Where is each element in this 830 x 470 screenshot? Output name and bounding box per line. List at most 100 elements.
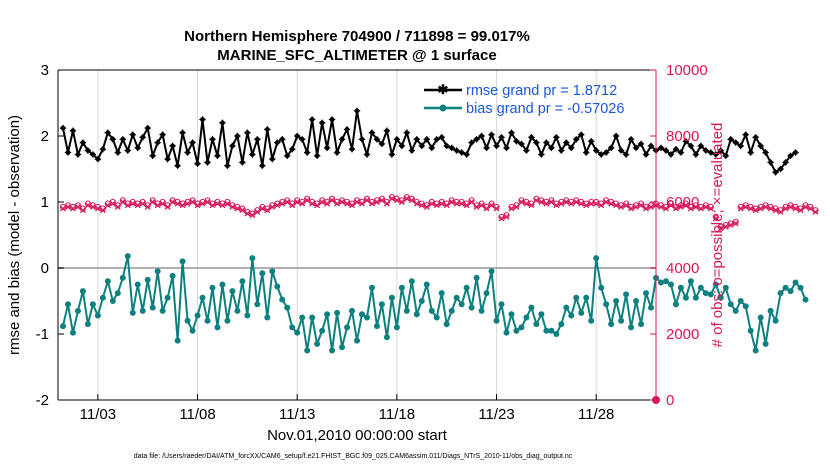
obs-evaluated-stroke: [299, 200, 306, 207]
rmse-point: [393, 136, 401, 143]
obs-evaluated-point: [692, 203, 699, 210]
obs-evaluated-stroke: [319, 199, 326, 205]
obs-possible-point: [239, 205, 246, 212]
obs-evaluated-stroke: [448, 199, 455, 205]
obs-evaluated-stroke: [269, 203, 276, 210]
obs-possible-point: [159, 198, 166, 206]
obs-evaluated-point: [777, 208, 784, 215]
rmse-point: [602, 149, 610, 156]
y-axis-label-right: # of obs: o=possible; ×=evaluated: [709, 123, 726, 348]
obs-possible-point: [548, 197, 555, 204]
bias-point: [762, 340, 769, 347]
bias-point: [463, 284, 470, 291]
bias-point: [682, 294, 689, 301]
obs-possible-point: [468, 197, 475, 204]
rmse-point: [428, 144, 435, 152]
obs-possible-point: [682, 200, 690, 207]
obs-evaluated-point: [234, 205, 241, 212]
rmse-point: [249, 151, 256, 158]
obs-evaluated-stroke: [677, 203, 684, 210]
obs-evaluated-stroke: [194, 202, 201, 209]
obs-possible-point: [528, 200, 535, 207]
obs-evaluated-stroke: [119, 199, 126, 205]
bias-point: [294, 329, 301, 336]
obs-evaluated-stroke: [349, 202, 355, 209]
obs-evaluated-point: [279, 200, 286, 207]
bias-point: [209, 284, 216, 291]
y-tick-label-left: 1: [41, 194, 49, 211]
obs-evaluated-stroke: [792, 205, 799, 212]
bias-point: [398, 284, 405, 291]
obs-evaluated-stroke: [428, 200, 435, 207]
obs-possible-point: [503, 212, 510, 219]
obs-evaluated-stroke: [623, 202, 630, 209]
rmse-point: [732, 139, 739, 146]
rmse-point: [637, 140, 645, 148]
obs-evaluated-stroke: [583, 202, 590, 209]
obs-evaluated-point: [797, 207, 804, 214]
bias-point: [553, 331, 560, 337]
obs-evaluated-point: [354, 199, 360, 205]
obs-evaluated-point: [812, 208, 819, 215]
bias-point: [638, 321, 645, 328]
rmse-point: [383, 127, 391, 134]
bias-point: [717, 294, 724, 301]
rmse-point: [219, 119, 226, 126]
obs-evaluated-point: [488, 202, 495, 209]
obs-evaluated-stroke: [69, 205, 76, 212]
obs-possible-point: [74, 202, 82, 209]
obs-evaluated-stroke: [682, 202, 689, 209]
obs-evaluated-point: [254, 208, 261, 215]
bias-point: [453, 294, 460, 301]
obs-evaluated-stroke: [767, 205, 774, 212]
y-tick-label-left: 3: [41, 62, 49, 79]
obs-evaluated-point: [144, 203, 151, 210]
obs-evaluated-point: [69, 205, 76, 212]
rmse-point: [523, 147, 530, 154]
obs-evaluated-stroke: [324, 200, 331, 207]
obs-evaluated-point: [359, 200, 365, 207]
obs-evaluated-point: [638, 202, 645, 209]
bias-point: [403, 307, 410, 314]
bias-point: [523, 314, 530, 321]
obs-evaluated-point: [463, 202, 470, 209]
obs-evaluated-stroke: [742, 203, 749, 210]
obs-evaluated-stroke: [74, 203, 81, 210]
obs-evaluated-point: [199, 200, 206, 207]
obs-evaluated-stroke: [304, 197, 311, 204]
bias-point: [618, 317, 625, 324]
obs-possible-point: [807, 203, 814, 211]
bias-point: [613, 298, 620, 304]
bias-point: [154, 268, 161, 275]
obs-evaluated-stroke: [423, 203, 430, 210]
bias-point: [443, 321, 450, 328]
rmse-point: [488, 131, 495, 138]
rmse-point: [662, 147, 670, 154]
obs-evaluated-stroke: [234, 205, 241, 212]
bias-point: [792, 279, 799, 286]
obs-evaluated-point: [388, 195, 395, 202]
rmse-point: [568, 144, 575, 152]
rmse-point: [239, 159, 246, 166]
obs-evaluated-point: [264, 207, 271, 214]
obs-evaluated-point: [613, 202, 620, 209]
obs-possible-point: [189, 197, 196, 204]
bias-point: [94, 312, 101, 319]
obs-evaluated-point: [209, 202, 216, 209]
obs-evaluated-stroke: [413, 200, 420, 207]
obs-evaluated-stroke: [752, 207, 759, 214]
bias-point: [598, 284, 605, 291]
obs-evaluated-point: [722, 223, 729, 230]
rmse-point: [583, 149, 590, 156]
rmse-point: [358, 136, 366, 143]
rmse-point: [777, 165, 784, 173]
bias-point: [299, 314, 306, 321]
rmse-point: [89, 151, 97, 158]
bias-point: [787, 288, 794, 295]
rmse-point: [543, 139, 550, 146]
obs-evaluated-point: [682, 202, 689, 209]
rmse-point: [84, 147, 92, 154]
obs-possible-point: [109, 198, 116, 206]
obs-evaluated-point: [368, 200, 375, 207]
bias-point: [558, 321, 565, 328]
